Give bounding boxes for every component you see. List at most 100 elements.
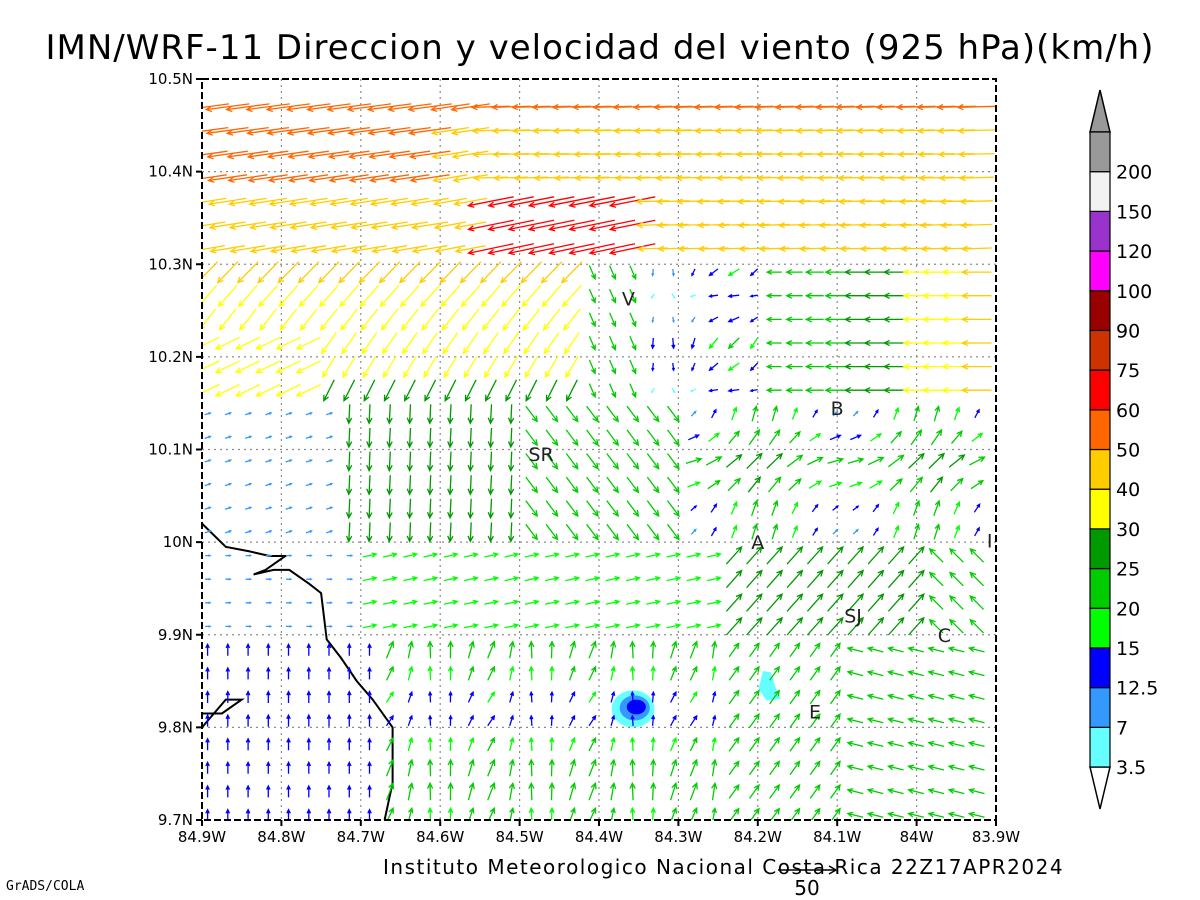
wind-vector <box>317 261 340 284</box>
wind-vector <box>245 601 253 605</box>
wind-vector <box>586 523 599 541</box>
wind-vector <box>427 665 433 681</box>
wind-vector <box>225 737 231 751</box>
wind-vector <box>423 599 439 605</box>
wind-vector <box>843 292 866 299</box>
wind-vector <box>708 337 719 350</box>
wind-vector <box>287 150 329 160</box>
wind-vector <box>625 552 641 558</box>
wind-vector <box>466 196 514 208</box>
colorbar-cell <box>1089 250 1111 292</box>
wind-vector <box>528 806 535 820</box>
wind-vector <box>306 713 312 727</box>
wind-vector <box>818 222 851 229</box>
wind-vector <box>207 174 248 183</box>
wind-vector <box>286 666 291 680</box>
wind-vector <box>362 599 378 605</box>
wind-vector <box>746 616 763 636</box>
wind-vector <box>205 713 210 727</box>
wind-vector <box>450 103 490 113</box>
wind-vector <box>265 482 273 487</box>
wind-vector <box>403 599 419 605</box>
wind-vector <box>520 261 543 284</box>
wind-vector <box>960 387 992 394</box>
wind-vector <box>521 284 542 308</box>
colorbar-max-triangle <box>1089 89 1111 133</box>
colorbar-cell <box>1089 687 1111 728</box>
wind-vector <box>907 717 924 724</box>
wind-vector <box>306 690 312 703</box>
wind-vector <box>467 522 474 543</box>
wind-vector <box>765 340 782 346</box>
wind-vector <box>447 475 454 496</box>
wind-vector <box>928 452 946 469</box>
wind-vector <box>650 781 657 801</box>
wind-vector <box>948 547 964 563</box>
wind-vector <box>948 571 964 587</box>
wind-vector <box>629 359 637 375</box>
wind-vector <box>809 736 821 752</box>
wind-vector <box>487 714 496 727</box>
wind-vector <box>748 736 760 752</box>
wind-vector <box>548 758 555 777</box>
colorbar-cell <box>1089 329 1111 371</box>
wind-vector <box>670 690 677 703</box>
wind-vector <box>671 293 676 299</box>
wind-vector <box>207 197 247 207</box>
wind-vector <box>847 457 865 464</box>
wind-vector <box>224 459 233 463</box>
wind-vector <box>205 760 210 774</box>
wind-vector <box>689 640 698 659</box>
wind-vector <box>711 665 717 681</box>
wind-vector <box>359 284 380 308</box>
wind-vector <box>202 103 230 109</box>
wind-vector <box>345 427 353 449</box>
wind-vector <box>789 642 801 658</box>
wind-vector <box>549 690 554 703</box>
wind-vector <box>347 690 352 703</box>
colorbar-label: 40 <box>1116 479 1140 501</box>
wind-vector <box>609 758 617 777</box>
wind-vector <box>306 737 312 751</box>
wind-vector <box>810 807 821 820</box>
wind-vector <box>205 642 210 656</box>
wind-vector <box>565 552 581 558</box>
wind-vector <box>690 528 697 535</box>
wind-vector <box>224 411 233 416</box>
wind-vector <box>953 500 961 515</box>
wind-vector <box>690 337 696 350</box>
wind-vector <box>487 781 496 801</box>
wind-vector <box>225 126 269 136</box>
wind-vector <box>408 806 414 820</box>
station-labels: V SR B A I SJ C E <box>528 289 992 724</box>
wind-vector <box>326 554 333 557</box>
wind-vector <box>225 760 231 774</box>
wind-vector <box>366 451 373 473</box>
wind-vector <box>502 308 521 331</box>
wind-vector <box>208 221 246 231</box>
colorbar-cell <box>1089 528 1111 570</box>
wind-vector <box>766 545 784 565</box>
axis-ticks: 84.9W 84.8W 84.7W 84.6W 84.5W 84.4W 84.3W 84.2W… <box>148 70 1020 846</box>
colorbar-label: 60 <box>1116 400 1140 422</box>
colorbar-cell <box>1089 567 1111 609</box>
wind-vector <box>338 261 360 284</box>
wind-vector <box>711 781 718 801</box>
wind-vector <box>960 222 993 229</box>
wind-vector <box>309 221 348 231</box>
station-label: A <box>751 532 764 554</box>
y-tick-label: 10.4N <box>148 163 193 181</box>
wind-vector <box>666 500 680 518</box>
wind-vector <box>433 221 467 230</box>
wind-vector <box>706 623 722 629</box>
wind-vector <box>913 405 920 422</box>
wind-vector <box>266 126 310 136</box>
wind-vector <box>244 435 253 440</box>
wind-vector <box>728 760 740 776</box>
wind-vector <box>245 760 251 774</box>
wind-vector <box>626 405 640 423</box>
wind-vector <box>487 475 494 496</box>
wind-vector <box>406 522 413 543</box>
wind-vector <box>686 599 702 605</box>
wind-vector <box>467 243 514 256</box>
